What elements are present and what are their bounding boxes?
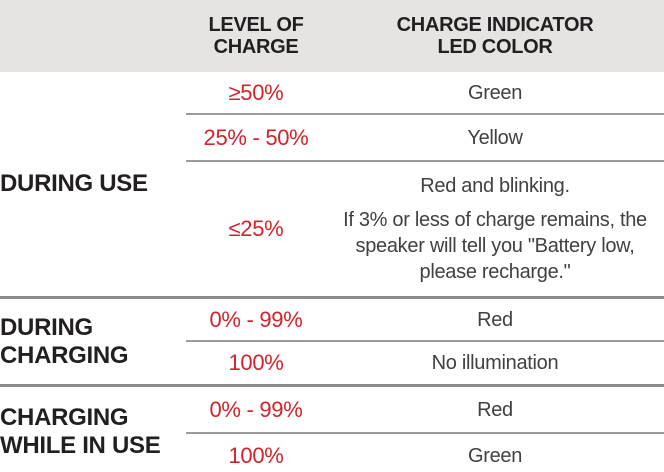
section-label-during-use: DURING USE [0, 72, 186, 299]
table-row: 25% - 50% Yellow [0, 114, 664, 162]
table-row: 100% No illumination [0, 341, 664, 387]
section-label-charging-while-in-use: CHARGING WHILE IN USE [0, 385, 186, 472]
led-color-cell: Red [326, 297, 664, 342]
header-led-color-text: CHARGE INDICATOR LED COLOR [396, 14, 594, 58]
charge-level-cell: 0% - 99% [186, 297, 326, 342]
led-color-cell: No illumination [326, 341, 664, 387]
header-level-of-charge: LEVEL OF CHARGE [186, 0, 326, 72]
charge-level-cell: 25% - 50% [186, 114, 326, 162]
table-row: CHARGING WHILE IN USE 0% - 99% Red [0, 385, 664, 472]
led-color-cell: Yellow [326, 114, 664, 162]
charge-level-cell: ≥50% [186, 72, 326, 115]
header-level-of-charge-text: LEVEL OF CHARGE [208, 14, 304, 58]
table-row: DURING USE ≥50% Green [0, 72, 664, 299]
charge-level-cell: ≤25% [186, 161, 326, 299]
low-battery-note: If 3% or less of charge remains, the spe… [343, 209, 647, 283]
led-color-cell: Red and blinking. If 3% or less of charg… [326, 161, 664, 299]
table-row: 100% Green [0, 433, 664, 472]
table-row: DURING CHARGING 0% - 99% Red [0, 297, 664, 387]
charge-level-cell: 0% - 99% [186, 385, 326, 434]
table-row: ≤25% Red and blinking. If 3% or less of … [0, 161, 664, 299]
charge-level-cell: 100% [186, 433, 326, 472]
header-led-color: CHARGE INDICATOR LED COLOR [326, 0, 664, 72]
section-label-during-charging: DURING CHARGING [0, 297, 186, 387]
led-color-cell: Green [326, 72, 664, 115]
header-state-spacer [0, 0, 186, 72]
charge-level-cell: 100% [186, 341, 326, 387]
led-color-cell: Red [326, 385, 664, 434]
led-color-cell: Green [326, 433, 664, 472]
table-header-row: LEVEL OF CHARGE CHARGE INDICATOR LED COL… [0, 0, 664, 72]
led-color-primary-text: Red and blinking. [420, 175, 570, 197]
